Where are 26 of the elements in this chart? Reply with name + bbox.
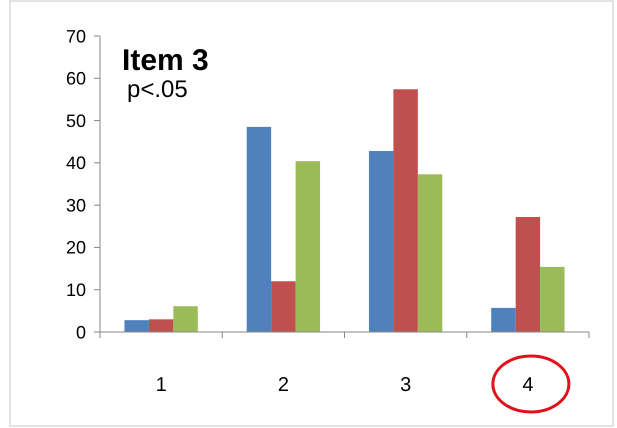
- y-tick-label: 60: [66, 68, 86, 89]
- x-tick-label: 2: [278, 374, 289, 396]
- x-tick-label: 3: [400, 374, 412, 396]
- bar: [246, 126, 272, 332]
- x-tick-label: 1: [156, 374, 167, 396]
- text: p<.05: [127, 76, 188, 103]
- y-tick-label: 30: [66, 195, 86, 216]
- x-tick-label: 4: [522, 374, 534, 396]
- bar: [393, 89, 418, 332]
- y-tick-label: 50: [66, 110, 86, 131]
- bar: [418, 174, 442, 332]
- bar: [491, 308, 516, 332]
- bar: [540, 266, 565, 332]
- y-tick-label: 70: [66, 26, 86, 46]
- y-tick-label: 40: [66, 153, 86, 174]
- y-tick-label: 20: [66, 238, 86, 258]
- y-tick-label: 10: [66, 280, 86, 300]
- bar: [124, 320, 149, 332]
- y-tick-label: 0: [76, 322, 86, 342]
- chart-title: Item 3: [122, 44, 209, 77]
- bar: [148, 319, 174, 332]
- bar: [368, 151, 394, 332]
- bar: [296, 161, 320, 332]
- bar: [173, 306, 198, 332]
- bar: [271, 281, 296, 332]
- bar: [516, 216, 540, 332]
